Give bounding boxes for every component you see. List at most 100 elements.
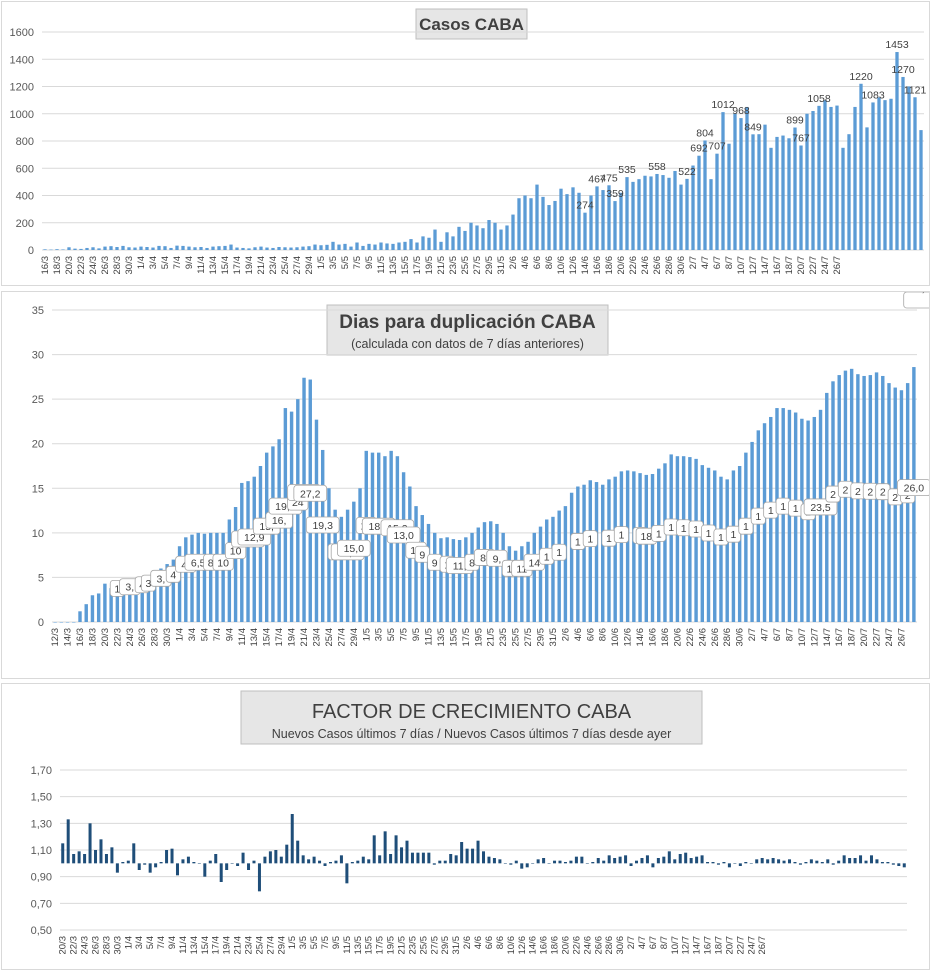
bar xyxy=(463,230,467,250)
x-tick-label: 20/3 xyxy=(64,256,75,275)
x-tick-label: 14/7 xyxy=(692,936,703,955)
bar xyxy=(334,860,338,864)
x-tick-label: 6/7 xyxy=(772,628,783,641)
x-tick-label: 22/7 xyxy=(808,256,819,275)
callout-box xyxy=(582,530,598,548)
bar xyxy=(517,198,521,250)
bar xyxy=(760,858,764,864)
bar xyxy=(433,229,437,250)
y-tick-label: 35 xyxy=(32,305,44,317)
x-tick-label: 2/6 xyxy=(508,256,519,269)
x-tick-label: 17/4 xyxy=(232,256,243,275)
x-tick-label: 28/3 xyxy=(112,256,123,275)
bar xyxy=(883,100,887,250)
bar xyxy=(594,482,599,622)
bar xyxy=(247,248,251,250)
bar xyxy=(541,196,545,250)
bar xyxy=(697,155,701,250)
callout-text: 1 xyxy=(606,533,612,545)
bar xyxy=(656,858,660,864)
callout-text: 3 xyxy=(146,578,152,590)
x-tick-label: 26/6 xyxy=(652,256,663,275)
bar xyxy=(769,147,773,250)
bar xyxy=(373,244,377,250)
bar xyxy=(602,860,606,864)
bar xyxy=(582,484,586,622)
bar xyxy=(607,479,611,622)
bar xyxy=(841,147,845,250)
bar xyxy=(181,859,185,864)
x-tick-label: 21/4 xyxy=(233,936,244,955)
callout-text: 1 xyxy=(556,547,562,559)
y-tick-label: 1,70 xyxy=(31,765,52,777)
x-tick-label: 17/5 xyxy=(375,936,386,955)
bar xyxy=(744,452,748,622)
x-tick-label: 16/7 xyxy=(703,936,714,955)
bar xyxy=(526,541,530,622)
x-tick-label: 20/6 xyxy=(616,256,627,275)
bar xyxy=(818,409,823,622)
bar xyxy=(563,506,568,622)
x-tick-label: 7/4 xyxy=(212,628,223,641)
bar xyxy=(186,856,190,864)
bar xyxy=(848,858,852,864)
bar xyxy=(799,145,803,250)
callout-text: 28,6 xyxy=(910,292,929,295)
x-tick-label: 6/6 xyxy=(585,628,596,641)
x-tick-label: 22/6 xyxy=(685,628,696,647)
callout-box xyxy=(337,539,371,557)
bar xyxy=(464,537,468,622)
callout-text: 1 xyxy=(743,521,749,533)
x-tick-label: 22/3 xyxy=(76,256,87,275)
x-tick-label: 11/5 xyxy=(342,936,353,954)
bar xyxy=(637,179,641,250)
bar xyxy=(643,175,647,250)
bar xyxy=(755,859,759,864)
bar xyxy=(495,523,499,622)
bar xyxy=(361,245,365,250)
bar xyxy=(241,852,245,864)
x-tick-label: 30/6 xyxy=(676,256,687,275)
callout-text: 27,2 xyxy=(300,488,321,500)
bar xyxy=(345,863,349,884)
x-tick-label: 11/4 xyxy=(237,628,248,646)
x-tick-label: 2/7 xyxy=(688,256,699,269)
x-tick-label: 7/5 xyxy=(320,936,331,949)
x-tick-label: 14/6 xyxy=(528,936,539,955)
callout-box xyxy=(293,484,328,502)
x-tick-label: 12/6 xyxy=(568,256,579,275)
bar xyxy=(525,863,529,868)
bar xyxy=(285,844,289,864)
data-label: 692 xyxy=(690,143,708,155)
data-label: 359 xyxy=(606,188,624,200)
bar xyxy=(439,241,443,250)
bar xyxy=(645,855,649,864)
bar xyxy=(66,819,70,864)
bar xyxy=(811,111,815,251)
bar xyxy=(247,863,251,870)
callout-text: 1 xyxy=(618,530,624,542)
bar xyxy=(350,862,354,864)
x-tick-label: 26/3 xyxy=(137,628,148,647)
bar xyxy=(154,863,158,868)
bar xyxy=(115,863,119,873)
bar xyxy=(97,248,101,250)
bar xyxy=(826,859,830,864)
x-tick-label: 29/4 xyxy=(349,628,360,647)
chart-subtitle: (calculada con datos de 7 días anteriore… xyxy=(351,337,584,351)
callout-text: 1 xyxy=(730,529,736,541)
x-tick-label: 16/3 xyxy=(40,256,51,275)
bar xyxy=(96,593,101,622)
bar xyxy=(706,862,710,864)
chart-title: Dias para duplicación CABA xyxy=(339,312,596,333)
bar xyxy=(569,492,574,622)
x-tick-label: 1/5 xyxy=(287,936,298,949)
x-tick-label: 29/4 xyxy=(304,256,315,275)
bar xyxy=(498,859,502,864)
bar xyxy=(169,247,173,250)
y-tick-label: 0,70 xyxy=(31,898,52,910)
x-tick-label: 9/4 xyxy=(167,936,178,949)
bar xyxy=(577,192,581,250)
y-tick-label: 25 xyxy=(32,394,44,406)
x-tick-label: 18/7 xyxy=(713,936,724,955)
